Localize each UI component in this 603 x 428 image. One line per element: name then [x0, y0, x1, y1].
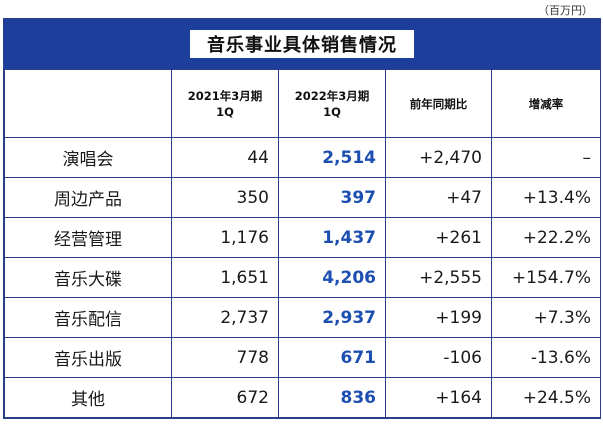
- row-yoy: +261: [385, 217, 492, 258]
- row-category: 周边产品: [4, 177, 172, 218]
- row-fy2022: 2,514: [278, 137, 386, 178]
- row-yoy: +199: [385, 297, 492, 338]
- row-yoy: +2,555: [385, 257, 492, 298]
- title-bar: 音乐事业具体销售情况: [4, 19, 600, 69]
- table-title: 音乐事业具体销售情况: [189, 29, 415, 59]
- row-category: 演唱会: [4, 137, 172, 178]
- row-fy2022: 836: [278, 377, 386, 418]
- row-rate: +7.3%: [491, 297, 601, 338]
- row-yoy: +47: [385, 177, 492, 218]
- header-fy2022: 2022年3月期 1Q: [278, 69, 386, 138]
- row-fy2021: 672: [171, 377, 279, 418]
- row-fy2022: 671: [278, 337, 386, 378]
- row-category: 经营管理: [4, 217, 172, 258]
- header-fy2021: 2021年3月期 1Q: [171, 69, 279, 138]
- row-rate: +13.4%: [491, 177, 601, 218]
- row-category: 音乐大碟: [4, 257, 172, 298]
- row-fy2021: 778: [171, 337, 279, 378]
- row-fy2021: 1,176: [171, 217, 279, 258]
- header-yoy: 前年同期比: [385, 69, 492, 138]
- row-fy2021: 44: [171, 137, 279, 178]
- header-fy2022-line2: 1Q: [323, 104, 341, 119]
- row-yoy: +164: [385, 377, 492, 418]
- row-yoy: +2,470: [385, 137, 492, 178]
- row-rate: -13.6%: [491, 337, 601, 378]
- header-fy2022-line1: 2022年3月期: [294, 88, 370, 103]
- table-row: 其他 672 836 +164 +24.5%: [4, 377, 601, 418]
- header-row: 2021年3月期 1Q 2022年3月期 1Q 前年同期比 增减率: [4, 69, 601, 138]
- table-row: 音乐出版 778 671 -106 -13.6%: [4, 337, 601, 378]
- row-rate: –: [491, 137, 601, 178]
- table-row: 经营管理 1,176 1,437 +261 +22.2%: [4, 217, 601, 258]
- row-yoy: -106: [385, 337, 492, 378]
- sales-table-panel: 音乐事业具体销售情况 2021年3月期 1Q 2022年3月期 1Q 前年同期比…: [3, 18, 601, 419]
- row-rate: +24.5%: [491, 377, 601, 418]
- sales-table: 2021年3月期 1Q 2022年3月期 1Q 前年同期比 增减率 演唱会 44…: [4, 69, 601, 418]
- row-fy2022: 1,437: [278, 217, 386, 258]
- row-rate: +22.2%: [491, 217, 601, 258]
- row-fy2021: 2,737: [171, 297, 279, 338]
- row-fy2022: 4,206: [278, 257, 386, 298]
- row-fy2022: 2,937: [278, 297, 386, 338]
- row-rate: +154.7%: [491, 257, 601, 298]
- header-rate: 增减率: [491, 69, 601, 138]
- header-fy2021-line1: 2021年3月期: [187, 88, 263, 103]
- row-fy2022: 397: [278, 177, 386, 218]
- table-row: 音乐配信 2,737 2,937 +199 +7.3%: [4, 297, 601, 338]
- row-category: 音乐配信: [4, 297, 172, 338]
- row-category: 音乐出版: [4, 337, 172, 378]
- table-row: 音乐大碟 1,651 4,206 +2,555 +154.7%: [4, 257, 601, 298]
- row-category: 其他: [4, 377, 172, 418]
- table-row: 周边产品 350 397 +47 +13.4%: [4, 177, 601, 218]
- header-category: [4, 69, 172, 138]
- header-fy2021-line2: 1Q: [216, 104, 234, 119]
- row-fy2021: 1,651: [171, 257, 279, 298]
- row-fy2021: 350: [171, 177, 279, 218]
- table-row: 演唱会 44 2,514 +2,470 –: [4, 137, 601, 178]
- unit-label: （百万円）: [538, 4, 593, 17]
